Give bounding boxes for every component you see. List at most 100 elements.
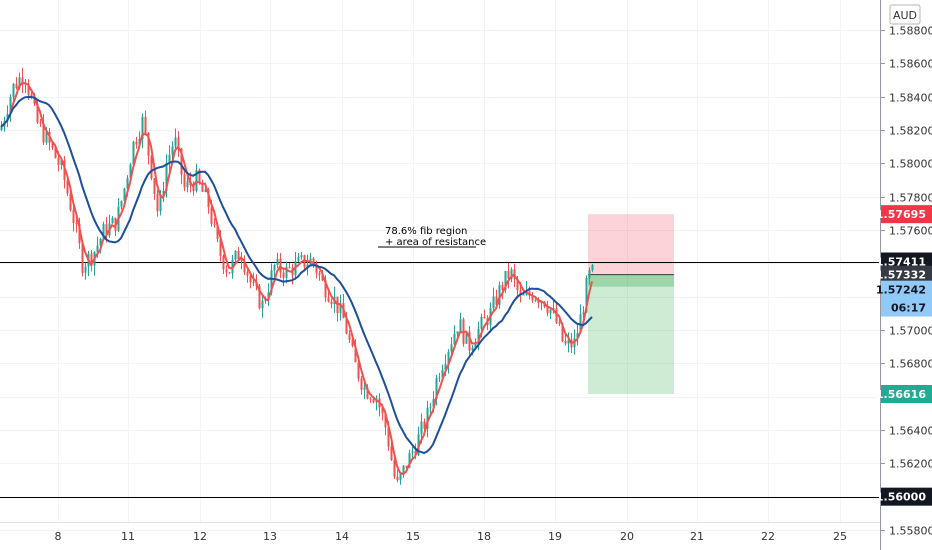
price-tick-label: 1.58000 (889, 158, 932, 171)
candle-body (507, 271, 510, 279)
candle-body (51, 142, 54, 148)
fast-moving-average-line (0, 82, 593, 476)
candle-body (39, 122, 42, 124)
candle-body (60, 160, 63, 166)
candle-body (228, 272, 231, 274)
candle-body (240, 259, 243, 261)
candle-body (330, 301, 333, 305)
price-tick-label: 1.56400 (889, 425, 932, 438)
time-tick-label: 14 (335, 530, 349, 543)
candle-body (360, 378, 363, 390)
candle-body (246, 272, 249, 276)
candle-body (345, 318, 348, 334)
price-tick-label: 1.58800 (889, 25, 932, 38)
candle-body (42, 123, 45, 143)
time-tick-label: 19 (548, 530, 562, 543)
candle-body (354, 346, 357, 363)
candle-body (129, 164, 132, 179)
candle-body (30, 94, 33, 98)
candle-body (72, 210, 75, 223)
time-axis-labels: 8 11 12 13 14 15 18 19 20 21 22 25 (55, 530, 848, 543)
candle-body (504, 271, 507, 291)
candle-body (81, 243, 84, 273)
candle-body (195, 170, 198, 192)
price-tag (881, 298, 932, 317)
candle-body (90, 253, 93, 266)
candle-body (204, 189, 207, 192)
price-tag-label: 1.57695 (876, 208, 926, 221)
candle-body (111, 217, 114, 224)
price-tick-label: 1.56800 (889, 358, 932, 371)
candle-body (102, 224, 105, 239)
candle-body (459, 319, 462, 332)
candle-body (18, 77, 21, 89)
candle-body (75, 222, 78, 224)
price-tag-label: 1.57242 (876, 284, 926, 297)
candle-body (57, 158, 60, 166)
candle-body (450, 344, 453, 352)
candle-body (0, 126, 3, 130)
candle-body (516, 278, 519, 291)
candle-body (438, 377, 441, 379)
candle-body (264, 299, 267, 301)
candle-body (531, 295, 534, 301)
price-tick-label: 1.58400 (889, 92, 932, 105)
candle-body (225, 269, 228, 273)
candle-body (324, 280, 327, 298)
candle-body (99, 238, 102, 246)
price-tick-label: 1.55800 (889, 525, 932, 538)
time-axis[interactable]: 8 11 12 13 14 15 18 19 20 21 22 25 (0, 522, 880, 544)
price-tag (881, 265, 932, 284)
candle-body (183, 174, 186, 188)
candle-body (123, 188, 126, 201)
candle-body (84, 266, 87, 273)
candle-body (588, 270, 591, 279)
candle-body (567, 339, 570, 344)
candle-body (564, 341, 567, 344)
candle-body (576, 332, 579, 339)
candle-body (471, 347, 474, 351)
candle-body (372, 399, 375, 403)
time-tick-label: 25 (833, 530, 847, 543)
price-tag (881, 487, 932, 506)
currency-button[interactable]: AUD (889, 4, 921, 25)
candle-body (555, 308, 558, 323)
candle-body (468, 331, 471, 351)
candle-body (27, 83, 30, 95)
candle-body (420, 421, 423, 435)
currency-label: AUD (893, 9, 917, 22)
time-tick-label: 22 (761, 530, 775, 543)
time-tick-label: 11 (121, 530, 135, 543)
price-tag (881, 205, 932, 224)
candle-body (219, 238, 222, 256)
candle-body (393, 459, 396, 477)
candle-body (456, 331, 459, 334)
annotation-line-2: + area of resistance (385, 237, 486, 248)
price-tag-label: 06:17 (891, 302, 926, 315)
candle-body (390, 446, 393, 460)
candle-body (318, 273, 321, 275)
candle-body (243, 260, 246, 273)
candle-body (96, 245, 99, 253)
candle-body (519, 290, 522, 295)
candle-body (156, 193, 159, 212)
candle-body (213, 223, 216, 225)
time-tick-label: 18 (477, 530, 491, 543)
position-zones (588, 214, 674, 394)
candle-body (522, 294, 525, 296)
candle-body (369, 398, 372, 400)
candle-body (423, 421, 426, 429)
take-profit-zone (588, 274, 674, 394)
candle-body (357, 362, 360, 379)
candle-body (534, 300, 537, 302)
price-axis[interactable]: 1.558001.560001.562001.564001.566001.568… (876, 0, 932, 550)
price-tag-label: 1.56000 (876, 491, 926, 504)
candle-body (546, 306, 549, 314)
candle-body (15, 83, 18, 89)
candle-body (45, 131, 48, 143)
price-tag-label: 1.57411 (876, 256, 926, 269)
chart-annotation[interactable]: 78.6% fib region + area of resistance (378, 226, 486, 248)
candle-body (258, 286, 261, 309)
candle-body (234, 251, 237, 260)
